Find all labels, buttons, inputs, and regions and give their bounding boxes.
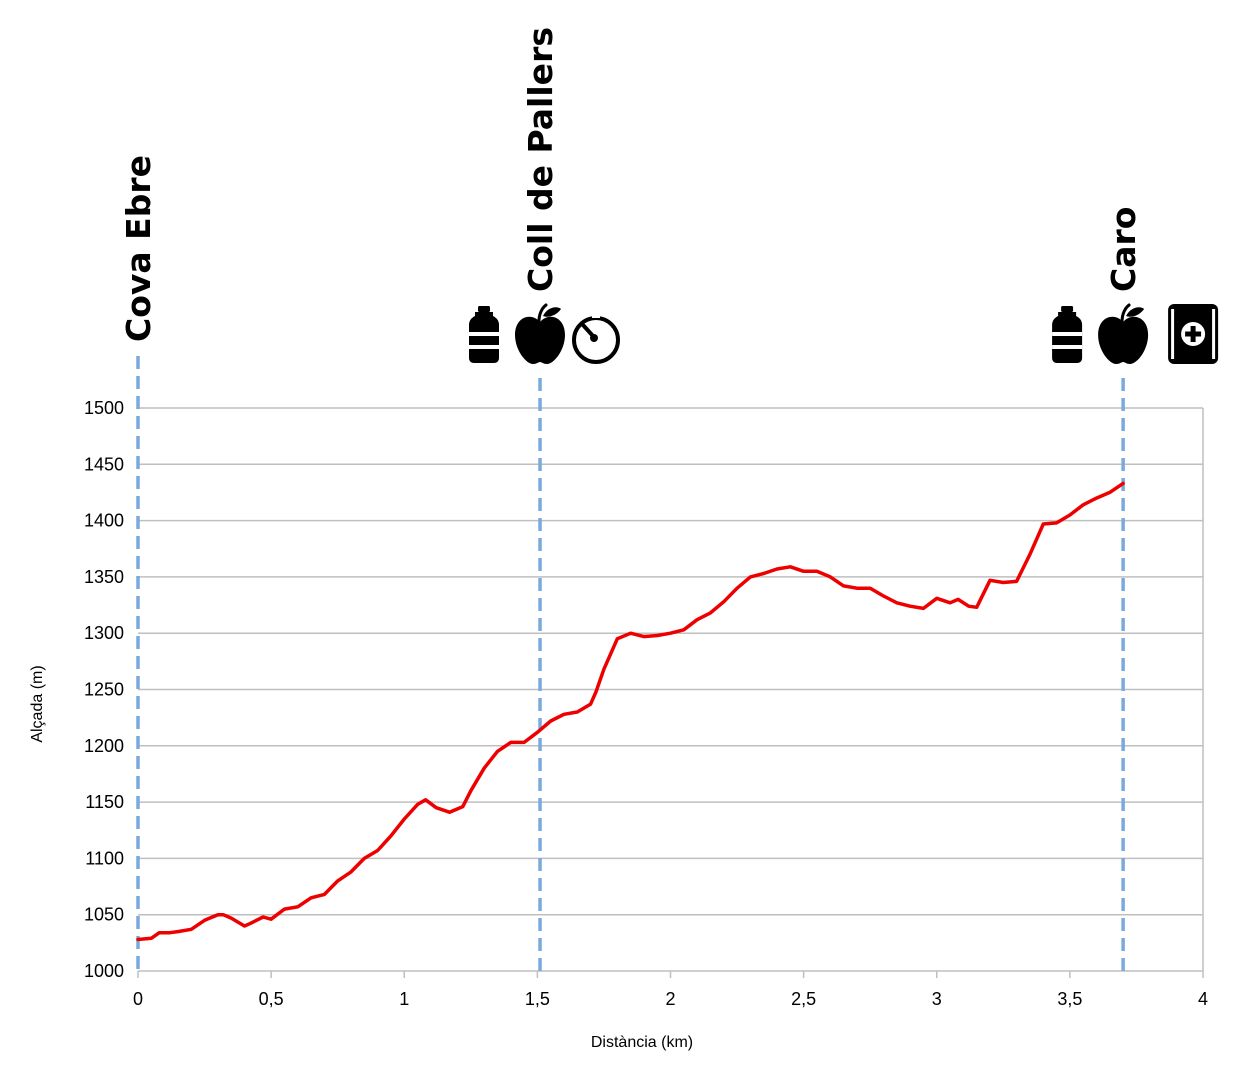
apple-icon <box>1096 303 1150 366</box>
x-tick-label: 4 <box>1198 989 1208 1009</box>
x-tick-label: 0 <box>133 989 143 1009</box>
first-aid-kit-icon <box>1168 304 1219 364</box>
x-tick-label: 0,5 <box>259 989 284 1009</box>
y-axis-label: Alçada (m) <box>29 665 46 742</box>
y-tick-label: 1050 <box>84 905 124 925</box>
y-tick-label: 1450 <box>84 454 124 474</box>
y-tick-label: 1350 <box>84 567 124 587</box>
y-tick-label: 1500 <box>84 398 124 418</box>
x-tick-label: 1,5 <box>525 989 550 1009</box>
y-tick-label: 1000 <box>84 961 124 981</box>
x-axis-label: Distància (km) <box>591 1034 693 1051</box>
y-tick-label: 1100 <box>85 848 124 868</box>
elevation-line <box>136 481 1125 942</box>
x-tick-label: 2 <box>665 989 675 1009</box>
y-tick-label: 1400 <box>84 511 124 531</box>
y-tick-label: 1150 <box>85 792 124 812</box>
x-tick-label: 3,5 <box>1057 989 1082 1009</box>
y-tick-label: 1250 <box>84 680 124 700</box>
apple-icon <box>513 303 567 366</box>
x-tick-label: 3 <box>932 989 942 1009</box>
y-tick-label: 1300 <box>84 623 124 643</box>
station-label: Cova Ebre <box>119 155 158 342</box>
water-bottle-icon <box>1052 306 1083 363</box>
station-label: Coll de Pallers <box>521 27 560 292</box>
station-label: Caro <box>1104 207 1143 292</box>
y-tick-label: 1200 <box>84 736 124 756</box>
x-tick-label: 1 <box>399 989 409 1009</box>
water-bottle-icon <box>469 306 499 363</box>
x-tick-label: 2,5 <box>791 989 816 1009</box>
stopwatch-icon <box>572 310 620 364</box>
